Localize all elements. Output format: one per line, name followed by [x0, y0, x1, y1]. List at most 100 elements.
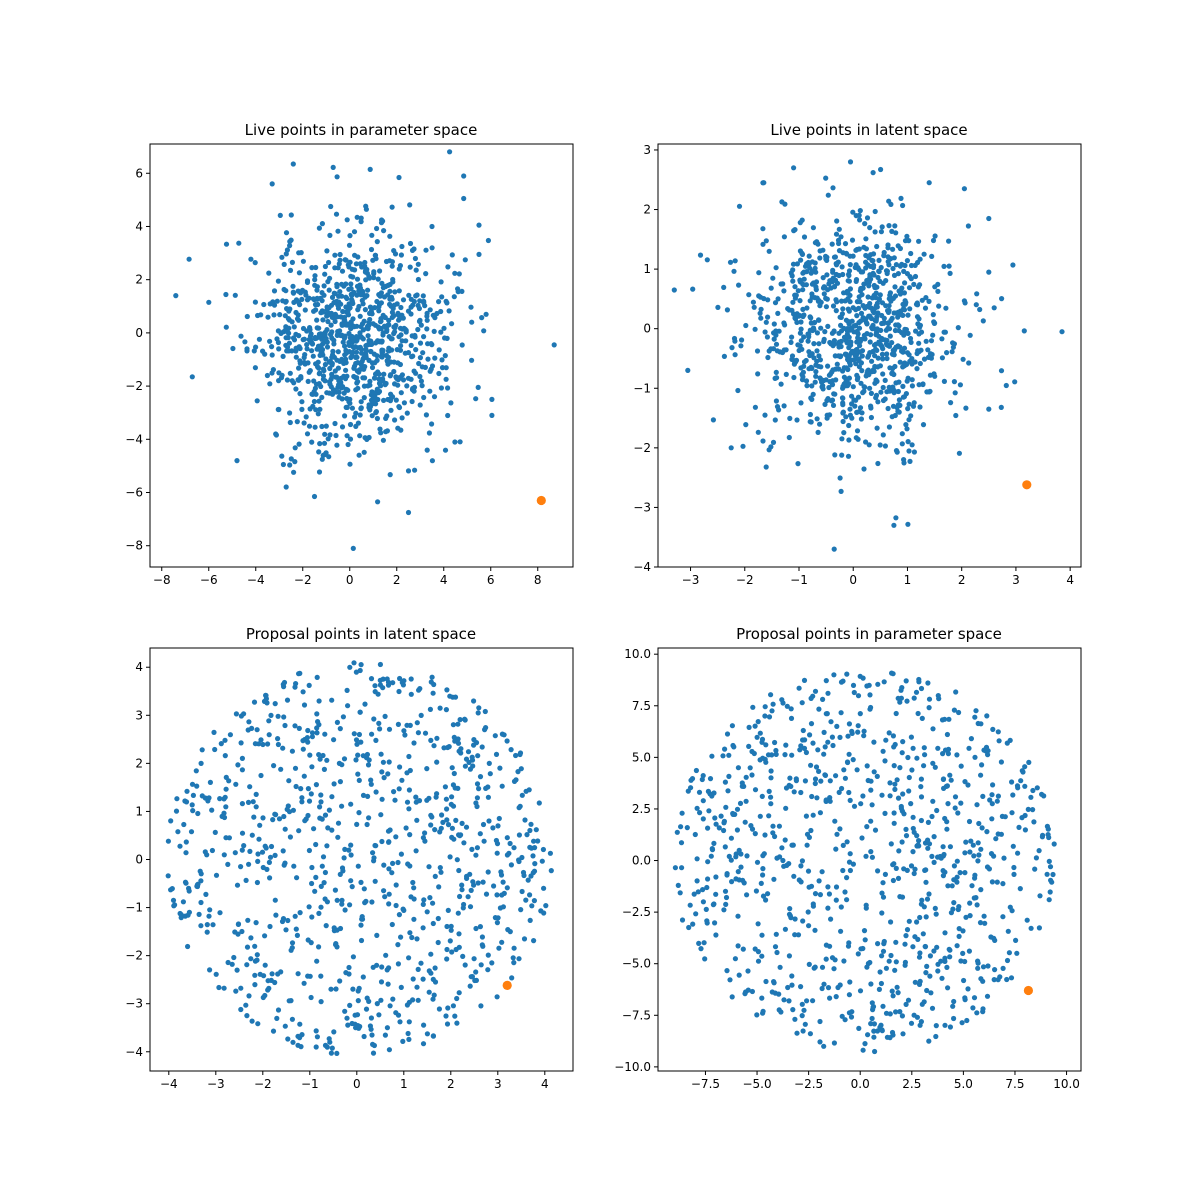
scatter-point [397, 361, 403, 368]
scatter-point [443, 707, 449, 713]
scatter-point [819, 869, 825, 875]
scatter-point [337, 978, 343, 984]
scatter-point [968, 838, 974, 844]
scatter-point [353, 423, 359, 429]
scatter-point [358, 662, 364, 668]
scatter-point [389, 263, 395, 269]
scatter-point [280, 745, 286, 751]
scatter-point [183, 839, 189, 845]
scatter-point [853, 262, 859, 268]
scatter-point [344, 433, 350, 439]
scatter-point [736, 203, 743, 209]
scatter-point [987, 797, 993, 803]
scatter-point [339, 803, 345, 809]
scatter-point [311, 826, 317, 832]
scatter-point [460, 905, 466, 911]
scatter-point [274, 336, 280, 342]
scatter-point [362, 900, 368, 906]
scatter-point [942, 930, 948, 936]
scatter-point [423, 271, 429, 277]
scatter-point [329, 1045, 335, 1051]
scatter-point [818, 364, 824, 370]
scatter-point [312, 334, 318, 341]
scatter-point [960, 928, 966, 934]
scatter-point [369, 899, 375, 905]
scatter-point [445, 744, 451, 751]
scatter-point [285, 917, 291, 924]
scatter-point [406, 787, 412, 793]
scatter-point [342, 257, 348, 263]
scatter-point [851, 689, 857, 696]
scatter-point [846, 437, 852, 443]
scatter-point [833, 308, 839, 314]
scatter-point [866, 283, 872, 289]
scatter-point [761, 180, 767, 186]
scatter-point [239, 801, 245, 807]
scatter-point [329, 354, 335, 360]
scatter-point [386, 334, 392, 340]
scatter-point [760, 872, 766, 878]
scatter-point [1031, 819, 1037, 825]
scatter-point [931, 834, 937, 840]
scatter-point [449, 825, 455, 831]
scatter-point [309, 864, 315, 871]
scatter-point [854, 409, 860, 415]
scatter-point [982, 920, 988, 926]
scatter-point [971, 853, 977, 859]
scatter-point [880, 371, 886, 377]
scatter-point [863, 853, 869, 859]
scatter-point [910, 825, 916, 832]
scatter-point [185, 912, 191, 918]
scatter-point [359, 350, 365, 356]
scatter-point [863, 373, 869, 379]
scatter-point [862, 221, 868, 227]
scatter-point [783, 805, 789, 811]
scatter-point [485, 952, 491, 958]
scatter-point [306, 369, 312, 375]
scatter-point [532, 861, 538, 867]
scatter-point [312, 424, 318, 430]
scatter-point [909, 767, 915, 773]
scatter-point [912, 359, 918, 365]
x-tick-label: 4 [1066, 573, 1074, 587]
scatter-point [414, 984, 420, 990]
scatter-point [849, 728, 855, 734]
scatter-point [354, 292, 360, 298]
scatter-point [816, 317, 822, 323]
scatter-point [499, 939, 505, 945]
scatter-point [257, 822, 263, 828]
highlight-point [536, 495, 546, 506]
scatter-point [1046, 858, 1052, 864]
scatter-point [504, 885, 510, 891]
scatter-point [436, 347, 442, 353]
scatter-point [953, 412, 959, 419]
scatter-point [294, 875, 300, 881]
scatter-point [181, 821, 187, 828]
scatter-point [906, 401, 912, 407]
scatter-point [291, 863, 297, 869]
scatter-point [273, 912, 279, 918]
scatter-point [747, 765, 753, 771]
scatter-point [320, 752, 326, 759]
scatter-point [360, 792, 367, 798]
scatter-point [353, 757, 359, 763]
scatter-point [378, 979, 385, 985]
scatter-point [846, 345, 852, 351]
scatter-point [994, 879, 1000, 885]
scatter-point [428, 679, 434, 685]
scatter-point [362, 354, 368, 360]
scatter-point [939, 336, 945, 342]
scatter-point [859, 835, 865, 841]
scatter-point [966, 818, 973, 825]
scatter-point [967, 900, 973, 906]
scatter-point [267, 923, 273, 930]
scatter-point [804, 998, 810, 1004]
scatter-point [309, 914, 315, 920]
scatter-point [309, 764, 315, 770]
scatter-point [455, 289, 461, 295]
scatter-point [831, 329, 837, 335]
scatter-point [979, 825, 985, 831]
scatter-point [790, 261, 797, 267]
scatter-point [819, 379, 825, 385]
scatter-point [333, 986, 339, 992]
